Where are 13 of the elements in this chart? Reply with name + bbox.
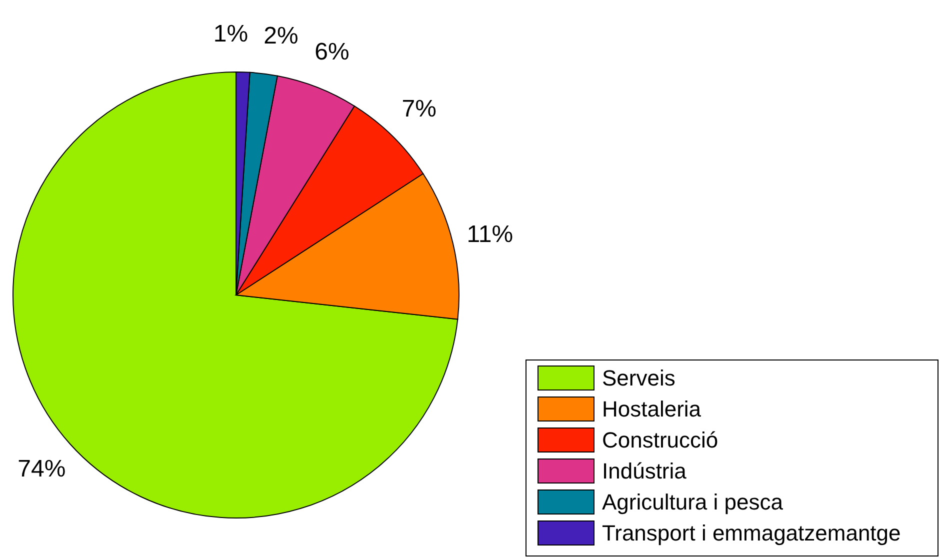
data-label: 74% <box>18 456 66 483</box>
legend-label: Indústria <box>602 458 688 484</box>
data-label: 1% <box>213 20 248 48</box>
data-label: 6% <box>314 38 350 66</box>
data-label: 2% <box>264 22 298 50</box>
legend-label: Agricultura i pesca <box>602 490 784 514</box>
data-label: 11% <box>466 221 514 248</box>
legend-label: Serveis <box>602 366 676 390</box>
data-label: 7% <box>402 96 436 123</box>
pie-slice <box>12 72 458 518</box>
legend-label: Construcció <box>602 428 718 452</box>
legend-label: Hostaleria <box>602 396 702 422</box>
legend-label: Transport i emmagatzemantge <box>602 520 901 546</box>
